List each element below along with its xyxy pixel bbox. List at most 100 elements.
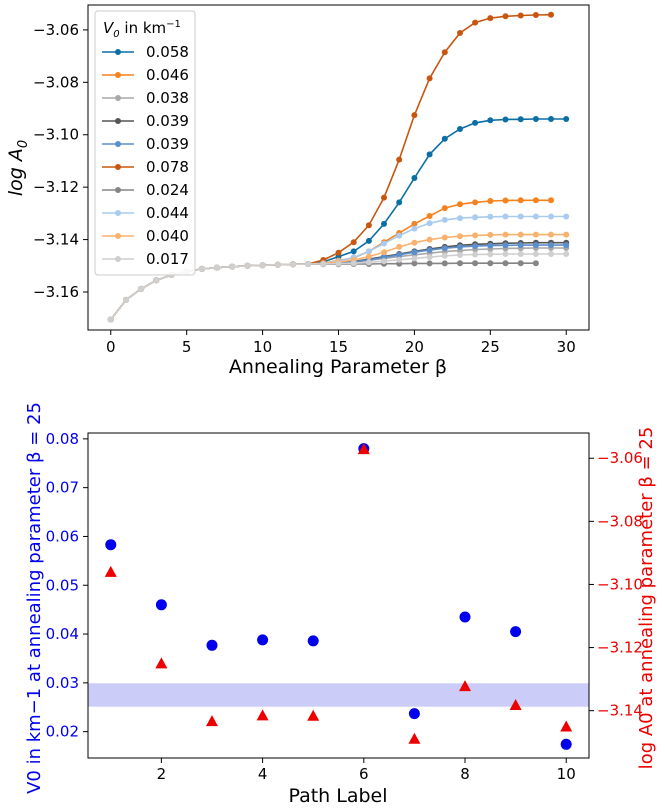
data-point: [517, 251, 524, 257]
v0-point: [510, 626, 522, 638]
v0-point: [105, 539, 117, 551]
data-point: [335, 260, 342, 267]
data-point: [365, 248, 372, 255]
loga0-point: [307, 709, 320, 721]
legend-label: 0.039: [146, 135, 189, 153]
data-point: [396, 251, 403, 258]
data-point: [502, 213, 509, 220]
data-point: [396, 243, 403, 250]
data-point: [320, 261, 327, 267]
data-point: [290, 261, 296, 268]
data-point: [350, 239, 357, 246]
v0-point: [459, 611, 471, 623]
left-y-tick-label: 0.04: [46, 625, 79, 643]
data-point: [457, 252, 463, 258]
data-point: [563, 251, 570, 257]
loga0-point: [509, 699, 522, 711]
data-point: [411, 260, 418, 267]
data-point: [517, 260, 524, 267]
data-point: [548, 231, 554, 238]
data-point: [381, 249, 387, 256]
legend-entry: 0.039: [102, 112, 189, 130]
data-point: [457, 201, 463, 208]
legend-entry: 0.058: [102, 43, 189, 61]
data-point: [305, 261, 312, 267]
y-tick-label: −3.10: [33, 126, 79, 144]
data-point: [532, 260, 539, 267]
data-point: [457, 30, 463, 36]
data-point: [441, 216, 448, 223]
data-point: [548, 197, 554, 204]
data-point: [365, 222, 372, 229]
data-point: [426, 247, 433, 254]
data-point: [335, 249, 342, 256]
left-y-tick-label: 0.03: [46, 674, 79, 692]
data-point: [472, 232, 479, 239]
top-y-axis-label: log A0: [5, 140, 31, 196]
data-point: [472, 199, 479, 206]
x-tick-label: 5: [182, 338, 192, 356]
data-point: [472, 19, 479, 26]
loga0-point: [256, 709, 269, 721]
data-point: [138, 285, 145, 292]
data-point: [426, 260, 433, 267]
legend-entry: 0.046: [102, 66, 189, 84]
legend-marker: [115, 233, 121, 239]
data-point: [487, 251, 494, 258]
data-point: [396, 199, 403, 206]
y-tick-label: −3.14: [33, 231, 79, 249]
data-point: [457, 233, 463, 240]
data-point: [107, 316, 114, 323]
data-point: [381, 240, 387, 247]
data-point: [532, 242, 539, 249]
data-point: [426, 236, 433, 243]
data-point: [502, 197, 509, 204]
legend-entry: 0.038: [102, 89, 189, 107]
right-y-tick-label: −3.08: [597, 512, 643, 530]
x-tick-label: 6: [359, 765, 369, 783]
data-point: [472, 251, 479, 258]
data-point: [563, 242, 570, 249]
loga0-points: [104, 443, 573, 744]
y-tick-label: −3.12: [33, 178, 79, 196]
data-point: [472, 260, 479, 267]
data-point: [502, 251, 509, 257]
data-point: [472, 243, 479, 250]
left-y-tick-label: 0.08: [46, 430, 79, 448]
y-tick-label: −3.16: [33, 283, 79, 301]
legend-marker: [115, 95, 121, 101]
data-point: [365, 253, 372, 260]
v0-point: [408, 708, 420, 720]
legend-marker: [115, 72, 121, 78]
data-point: [441, 260, 448, 267]
bottom-left-y-axis-label: V0 in km−1 at annealing parameter β = 25: [24, 402, 45, 794]
data-point: [274, 261, 281, 268]
v0-point: [155, 599, 167, 611]
data-point: [548, 213, 554, 220]
legend-marker: [115, 118, 121, 124]
data-point: [532, 197, 539, 204]
bottom-chart: 2 4 6 8 10 0.08 0.07 0.06 0.05 0.04 0.03 0.02 −3.0…: [24, 402, 657, 807]
top-chart: 0 5 10 15 20 25 30 −3.06 −3.08 −3.10 −3.12 −3.14 −3…: [5, 4, 590, 378]
x-tick-label: 2: [157, 765, 167, 783]
data-point: [214, 264, 220, 271]
data-point: [396, 156, 403, 163]
data-point: [244, 262, 251, 269]
data-point: [426, 213, 433, 219]
data-point: [548, 251, 554, 257]
loga0-point: [459, 680, 472, 692]
data-point: [426, 151, 433, 158]
data-point: [517, 116, 524, 123]
data-point: [517, 242, 524, 249]
data-point: [411, 220, 418, 227]
legend-label: 0.044: [146, 204, 189, 222]
legend-marker: [115, 187, 121, 193]
data-point: [487, 242, 494, 249]
legend-label: 0.039: [146, 112, 189, 130]
x-tick-label: 0: [106, 338, 116, 356]
legend-marker: [115, 164, 121, 170]
data-point: [487, 260, 494, 267]
legend-label: 0.024: [146, 181, 189, 199]
data-point: [426, 254, 433, 261]
legend-label: 0.078: [146, 158, 189, 176]
